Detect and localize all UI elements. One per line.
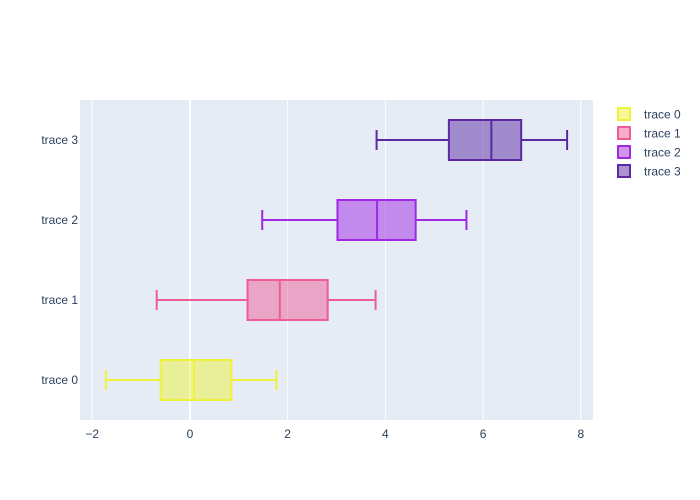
x-axis-ticks: −2 0 2 4 6 8 xyxy=(85,427,584,441)
legend-label: trace 1 xyxy=(644,127,681,141)
y-tick-label: trace 3 xyxy=(41,133,78,147)
legend-swatch xyxy=(617,145,631,159)
grid-lines xyxy=(91,100,582,420)
box-trace-0[interactable] xyxy=(104,359,278,401)
box-trace-2[interactable] xyxy=(261,199,468,241)
box-iqr xyxy=(159,359,233,401)
legend-item[interactable]: trace 2 xyxy=(617,145,681,160)
x-tick-label: 0 xyxy=(187,427,194,441)
legend-label: trace 3 xyxy=(644,165,681,179)
legend-swatch xyxy=(617,107,631,121)
box-iqr xyxy=(447,119,523,161)
y-axis-ticks: trace 0 trace 1 trace 2 trace 3 xyxy=(41,133,78,387)
x-tick-label: −2 xyxy=(85,427,99,441)
legend-item[interactable]: trace 3 xyxy=(617,164,681,179)
y-tick-label: trace 1 xyxy=(41,293,78,307)
legend-swatch xyxy=(617,164,631,178)
x-tick-label: 4 xyxy=(382,427,389,441)
x-tick-label: 6 xyxy=(480,427,487,441)
legend[interactable]: trace 0 trace 1 trace 2 trace 3 xyxy=(617,107,681,179)
y-tick-label: trace 0 xyxy=(41,373,78,387)
box-iqr xyxy=(246,279,329,321)
legend-label: trace 2 xyxy=(644,146,681,160)
boxes xyxy=(104,119,569,401)
legend-item[interactable]: trace 1 xyxy=(617,126,681,141)
legend-swatch xyxy=(617,126,631,140)
x-tick-label: 2 xyxy=(284,427,291,441)
x-tick-label: 8 xyxy=(577,427,584,441)
box-trace-1[interactable] xyxy=(155,279,377,321)
y-tick-label: trace 2 xyxy=(41,213,78,227)
legend-label: trace 0 xyxy=(644,108,681,122)
box-trace-3[interactable] xyxy=(375,119,569,161)
legend-item[interactable]: trace 0 xyxy=(617,107,681,122)
